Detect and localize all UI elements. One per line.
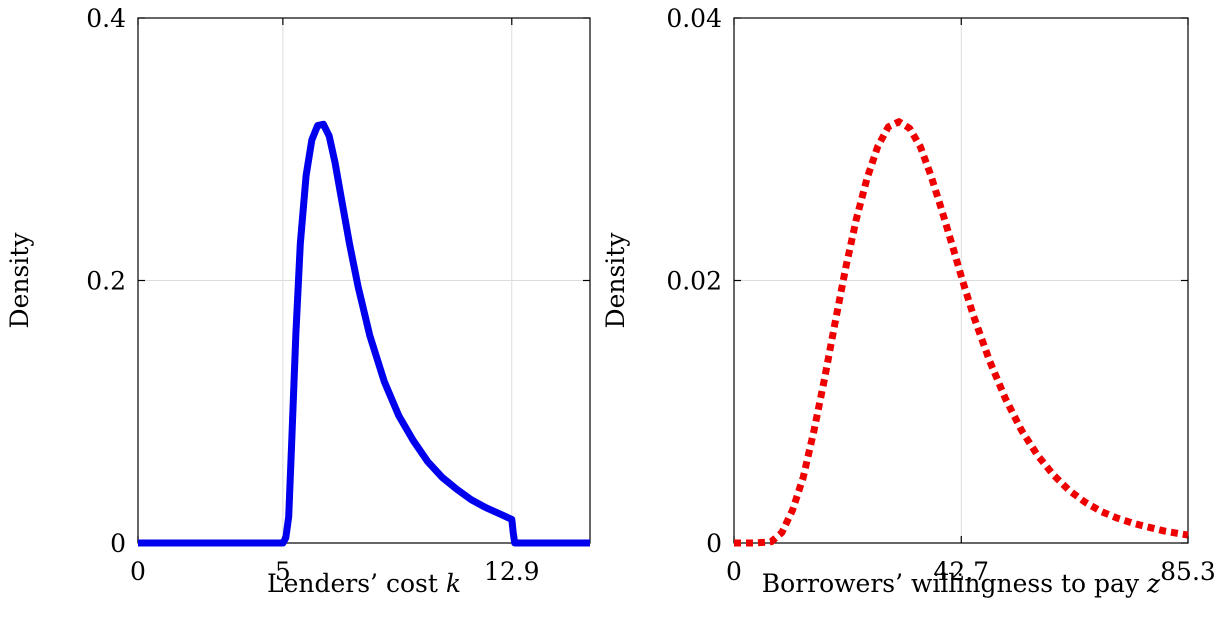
- x-tick-label: 0: [130, 557, 146, 586]
- x-tick-label: 42.7: [933, 557, 989, 586]
- x-tick-label: 5: [275, 557, 291, 586]
- density-line: [138, 120, 590, 547]
- y-axis-label: Density: [5, 232, 34, 329]
- y-tick-label: 0: [706, 529, 722, 558]
- y-tick-label: 0.02: [666, 267, 722, 296]
- y-tick-label: 0: [110, 529, 126, 558]
- panel-lenders-cost: 0 5 12.9 0 0.2 0.4 Lenders’ cost k Density: [5, 4, 591, 598]
- x-axis-label: Lenders’ cost k: [267, 569, 461, 598]
- x-tick-label: 85.3: [1160, 557, 1216, 586]
- y-tick-label: 0.2: [86, 267, 126, 296]
- x-axis-variable: k: [446, 569, 461, 598]
- x-axis-variable: z: [1146, 569, 1161, 598]
- x-tick-label: 12.9: [484, 557, 540, 586]
- y-tick-label: 0.4: [86, 4, 126, 33]
- panel-borrowers-willingness: 0 42.7 85.3 0 0.02 0.04 Borrowers’ willingness…: [601, 4, 1216, 598]
- y-tick-label: 0.04: [666, 4, 722, 33]
- y-axis-label: Density: [601, 232, 630, 329]
- x-tick-label: 0: [726, 557, 742, 586]
- x-axis-label: Borrowers’ willingness to pay z: [762, 569, 1161, 598]
